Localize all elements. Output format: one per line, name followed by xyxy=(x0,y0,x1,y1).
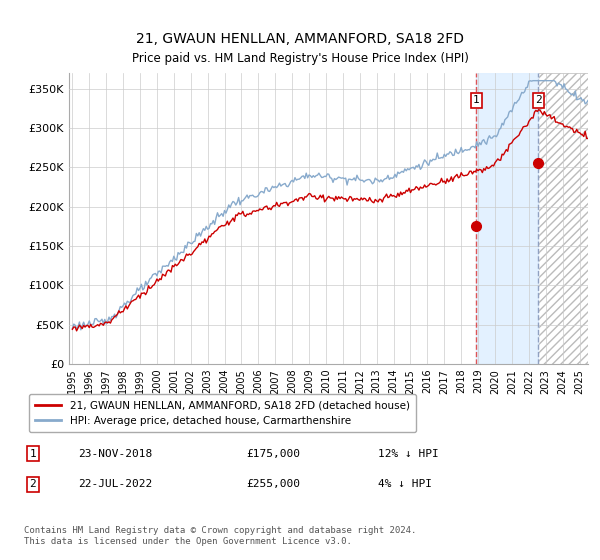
Legend: 21, GWAUN HENLLAN, AMMANFORD, SA18 2FD (detached house), HPI: Average price, det: 21, GWAUN HENLLAN, AMMANFORD, SA18 2FD (… xyxy=(29,394,416,432)
Text: 1: 1 xyxy=(473,95,480,105)
Text: 12% ↓ HPI: 12% ↓ HPI xyxy=(378,449,439,459)
Bar xyxy=(538,73,588,364)
Text: 23-NOV-2018: 23-NOV-2018 xyxy=(78,449,152,459)
Text: 22-JUL-2022: 22-JUL-2022 xyxy=(78,479,152,489)
Text: 2: 2 xyxy=(29,479,37,489)
Text: £175,000: £175,000 xyxy=(246,449,300,459)
Text: £255,000: £255,000 xyxy=(246,479,300,489)
Bar xyxy=(476,73,538,364)
Text: Contains HM Land Registry data © Crown copyright and database right 2024.
This d: Contains HM Land Registry data © Crown c… xyxy=(24,526,416,546)
Text: 2: 2 xyxy=(535,95,542,105)
Text: 21, GWAUN HENLLAN, AMMANFORD, SA18 2FD: 21, GWAUN HENLLAN, AMMANFORD, SA18 2FD xyxy=(136,32,464,46)
Text: 1: 1 xyxy=(29,449,37,459)
Text: 4% ↓ HPI: 4% ↓ HPI xyxy=(378,479,432,489)
Text: Price paid vs. HM Land Registry's House Price Index (HPI): Price paid vs. HM Land Registry's House … xyxy=(131,52,469,66)
